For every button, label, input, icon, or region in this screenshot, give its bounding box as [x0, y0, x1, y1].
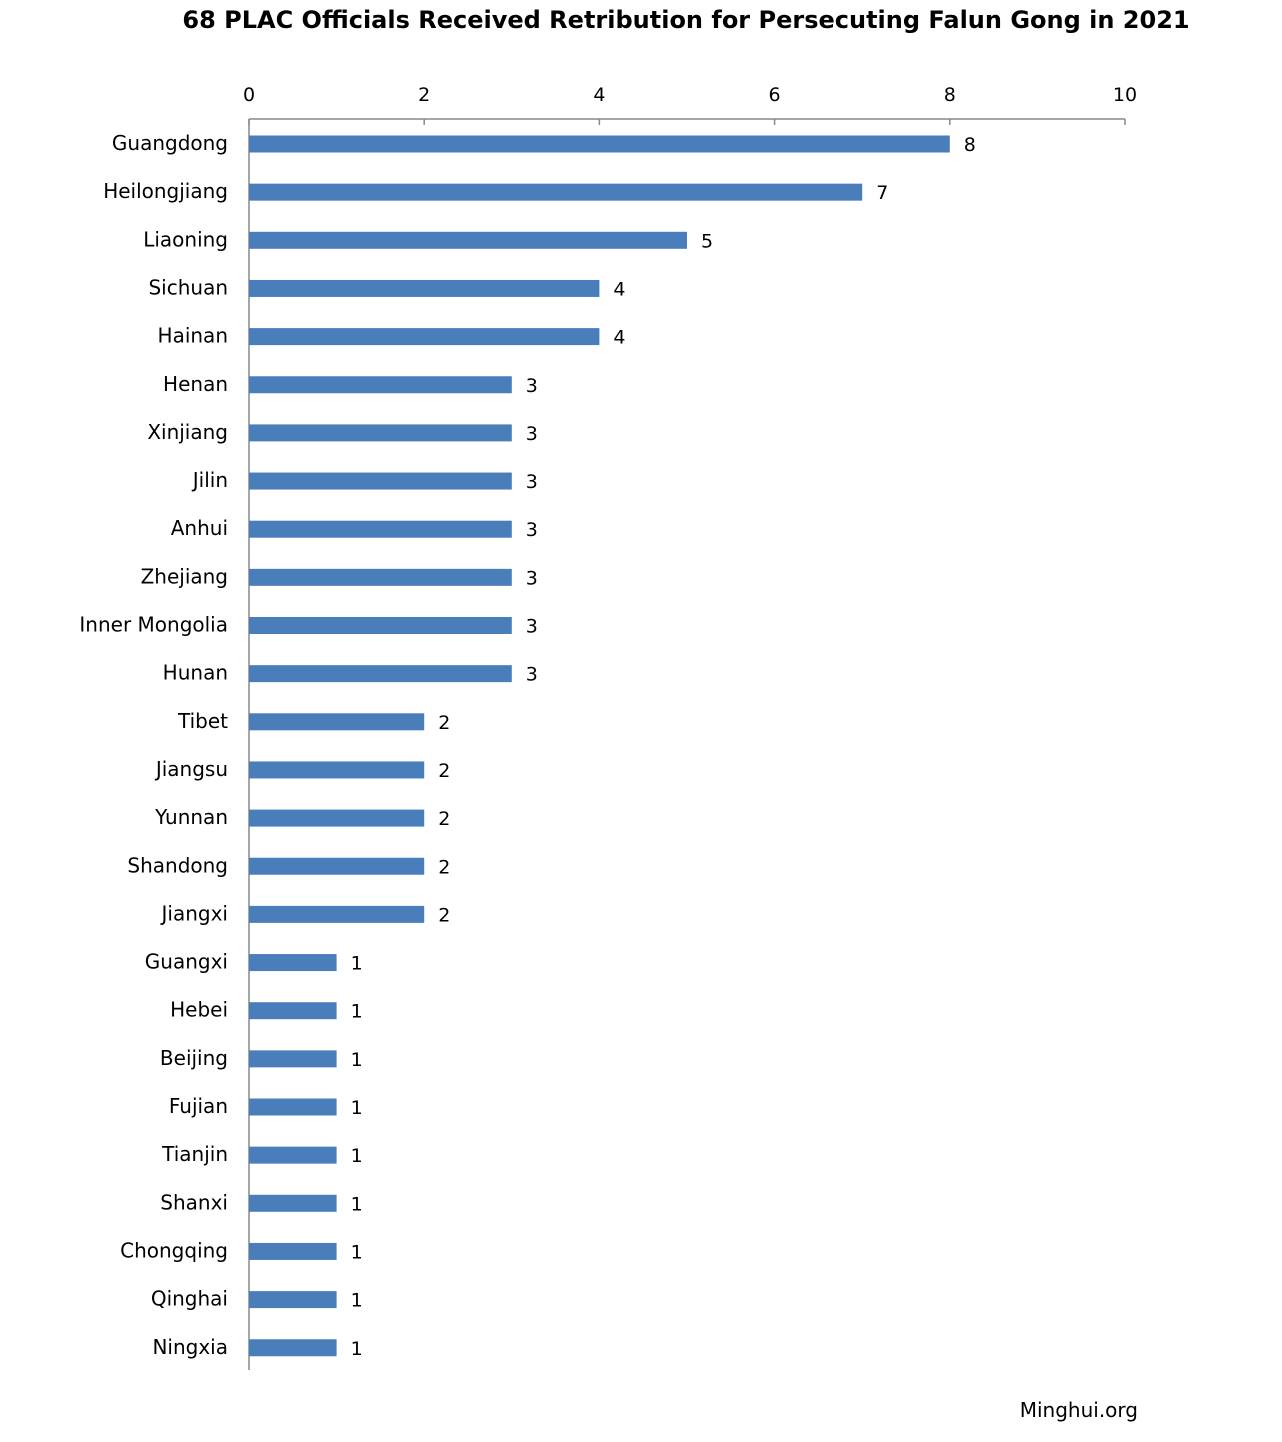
bar	[249, 809, 425, 827]
category-label: Guangxi	[145, 950, 228, 974]
category-label: Zhejiang	[141, 564, 228, 588]
bar	[249, 231, 687, 249]
bar	[249, 857, 425, 875]
source-credit: Minghui.org	[1019, 1398, 1138, 1422]
bar	[249, 472, 512, 490]
category-label: Xinjiang	[147, 420, 228, 444]
x-tick-label: 2	[418, 84, 430, 106]
data-label: 3	[526, 471, 538, 493]
category-label: Jiangxi	[160, 901, 228, 925]
data-label: 4	[613, 278, 625, 300]
x-tick-label: 8	[944, 84, 956, 106]
x-tick-label: 0	[243, 84, 255, 106]
category-label: Chongqing	[120, 1238, 228, 1262]
bar	[249, 761, 425, 779]
data-label: 2	[438, 856, 450, 878]
x-tick-label: 4	[593, 84, 605, 106]
chart-title: 68 PLAC Officials Received Retribution f…	[182, 6, 1190, 34]
bar	[249, 424, 512, 442]
category-label: Qinghai	[151, 1287, 228, 1311]
data-label: 2	[438, 904, 450, 926]
data-label: 1	[351, 1097, 363, 1119]
data-label: 3	[526, 519, 538, 541]
category-label: Jilin	[191, 468, 228, 492]
bar	[249, 713, 425, 731]
data-label: 3	[526, 375, 538, 397]
category-label: Shandong	[127, 853, 228, 877]
data-label: 4	[613, 327, 625, 349]
category-label: Tibet	[177, 709, 228, 733]
category-label: Hunan	[163, 661, 228, 685]
data-label: 2	[438, 712, 450, 734]
data-label: 7	[876, 182, 888, 204]
category-label: Yunnan	[154, 805, 228, 829]
category-label: Fujian	[169, 1094, 228, 1118]
data-label: 2	[438, 760, 450, 782]
category-label: Shanxi	[160, 1190, 228, 1214]
bar	[249, 328, 600, 346]
category-label: Tianjin	[161, 1142, 228, 1166]
data-label: 1	[351, 1049, 363, 1071]
category-label: Heilongjiang	[103, 179, 228, 203]
bar	[249, 1146, 337, 1164]
bar	[249, 1098, 337, 1116]
category-label: Hainan	[158, 324, 228, 348]
data-label: 3	[526, 423, 538, 445]
data-label: 5	[701, 230, 713, 252]
category-label: Inner Mongolia	[79, 613, 228, 637]
data-label: 1	[351, 1338, 363, 1360]
bar	[249, 665, 512, 683]
bar	[249, 1291, 337, 1309]
data-label: 3	[526, 616, 538, 638]
bar	[249, 568, 512, 586]
bar	[249, 954, 337, 972]
bar	[249, 1050, 337, 1068]
bar	[249, 1002, 337, 1020]
bar	[249, 617, 512, 634]
data-label: 1	[351, 1145, 363, 1167]
data-label: 1	[351, 1193, 363, 1215]
category-label: Liaoning	[143, 227, 228, 251]
category-label: Jiangsu	[154, 757, 228, 781]
category-label: Sichuan	[148, 275, 228, 299]
bar	[249, 1339, 337, 1357]
bar	[249, 183, 863, 201]
data-label: 8	[964, 134, 976, 156]
bar	[249, 1194, 337, 1212]
category-label: Hebei	[170, 998, 228, 1022]
data-label: 1	[351, 953, 363, 975]
category-label: Henan	[163, 372, 228, 396]
category-label: Beijing	[160, 1046, 228, 1070]
data-label: 1	[351, 1001, 363, 1023]
category-label: Guangdong	[112, 131, 228, 155]
data-label: 3	[526, 664, 538, 686]
bar	[249, 279, 600, 297]
x-tick-label: 10	[1113, 84, 1137, 106]
x-tick-label: 6	[769, 84, 781, 106]
bar	[249, 376, 512, 394]
bar	[249, 135, 950, 153]
category-label: Anhui	[171, 516, 228, 540]
bar	[249, 1242, 337, 1260]
data-label: 1	[351, 1290, 363, 1312]
bar	[249, 905, 425, 923]
data-label: 1	[351, 1241, 363, 1263]
bar	[249, 520, 512, 538]
data-label: 2	[438, 808, 450, 830]
category-label: Ningxia	[152, 1335, 228, 1359]
data-label: 3	[526, 567, 538, 589]
